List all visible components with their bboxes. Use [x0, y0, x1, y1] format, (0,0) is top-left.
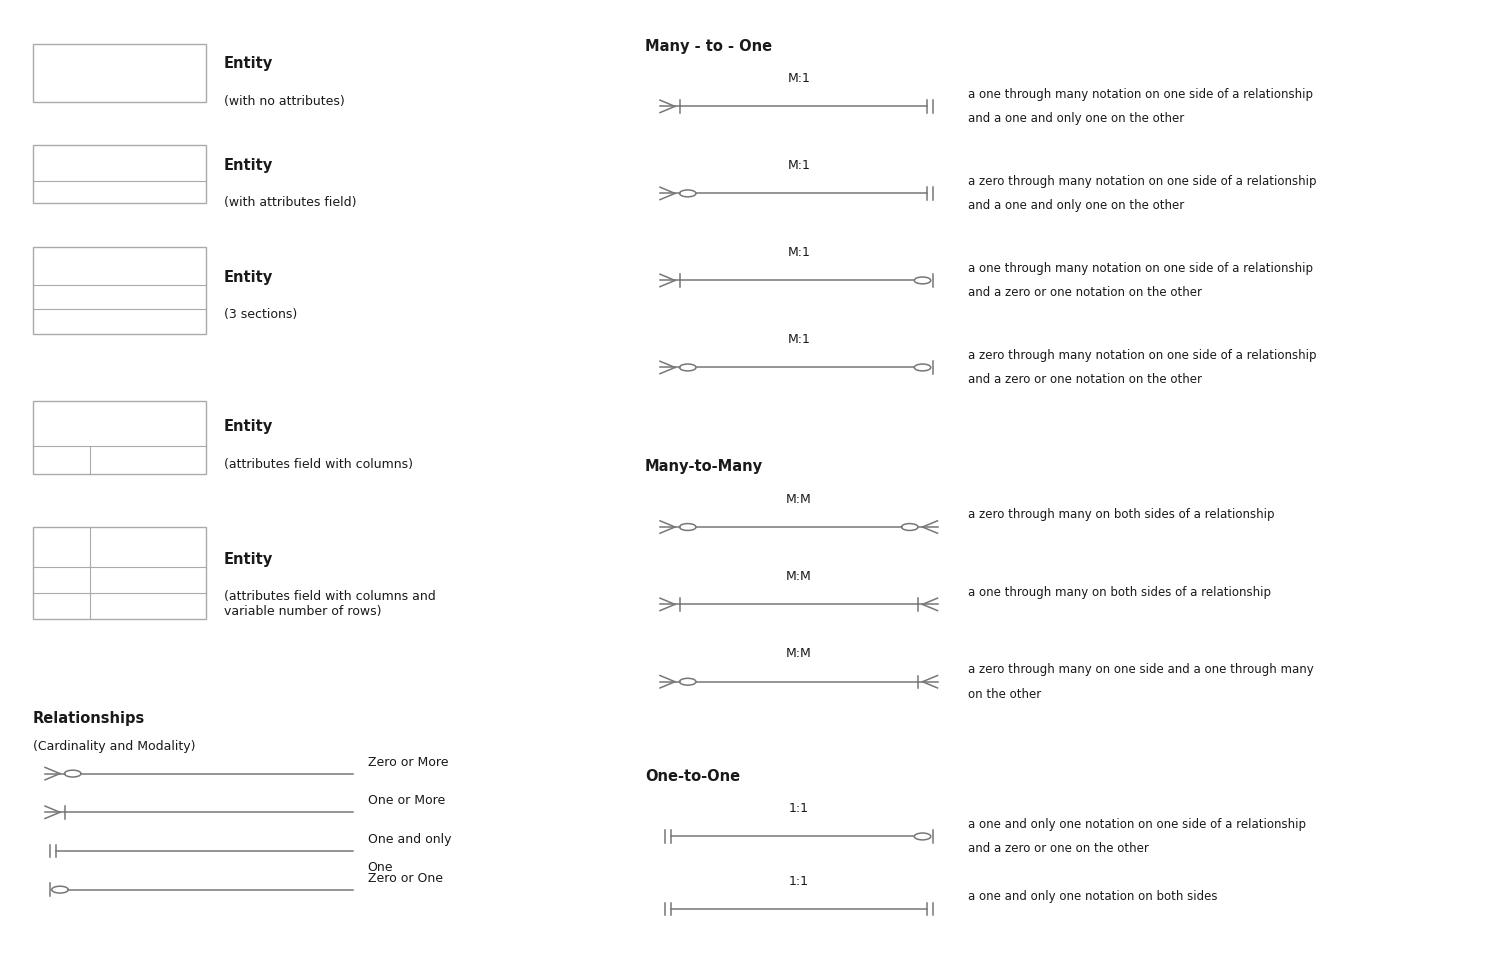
Text: Entity: Entity	[224, 419, 273, 434]
Text: and a zero or one on the other: and a zero or one on the other	[968, 842, 1149, 855]
Text: (attributes field with columns and
variable number of rows): (attributes field with columns and varia…	[224, 590, 435, 618]
Bar	[33, 247, 206, 334]
Text: M:M: M:M	[786, 648, 812, 660]
Text: a zero through many on both sides of a relationship: a zero through many on both sides of a r…	[968, 509, 1274, 521]
Text: Entity: Entity	[224, 551, 273, 567]
Text: Many-to-Many: Many-to-Many	[645, 459, 764, 475]
Text: and a one and only one on the other: and a one and only one on the other	[968, 112, 1184, 125]
Text: Many - to - One: Many - to - One	[645, 39, 772, 54]
Text: (3 sections): (3 sections)	[224, 308, 297, 321]
Text: a one through many notation on one side of a relationship: a one through many notation on one side …	[968, 262, 1312, 275]
Text: 1:1: 1:1	[789, 803, 808, 815]
Text: a zero through many on one side and a one through many: a zero through many on one side and a on…	[968, 663, 1314, 676]
Text: One: One	[368, 861, 393, 873]
Text: a one through many notation on one side of a relationship: a one through many notation on one side …	[968, 88, 1312, 101]
Text: on the other: on the other	[968, 688, 1041, 700]
Bar	[33, 44, 206, 102]
Text: a one and only one notation on both sides: a one and only one notation on both side…	[968, 891, 1216, 903]
Text: (attributes field with columns): (attributes field with columns)	[224, 457, 413, 471]
Text: M:1: M:1	[788, 334, 810, 346]
Text: Zero or One: Zero or One	[368, 872, 442, 885]
Bar	[33, 401, 206, 474]
Text: a one through many on both sides of a relationship: a one through many on both sides of a re…	[968, 586, 1270, 599]
Text: a one and only one notation on one side of a relationship: a one and only one notation on one side …	[968, 818, 1305, 831]
Text: Entity: Entity	[224, 158, 273, 173]
Text: and a zero or one notation on the other: and a zero or one notation on the other	[968, 286, 1202, 299]
Text: (with attributes field): (with attributes field)	[224, 196, 356, 209]
Text: M:1: M:1	[788, 160, 810, 172]
Text: Entity: Entity	[224, 270, 273, 284]
Text: (with no attributes): (with no attributes)	[224, 95, 344, 107]
Text: M:1: M:1	[788, 247, 810, 259]
Text: (Cardinality and Modality): (Cardinality and Modality)	[33, 740, 195, 752]
Text: Zero or More: Zero or More	[368, 756, 448, 769]
Text: One-to-One: One-to-One	[645, 769, 740, 784]
Text: Entity: Entity	[224, 56, 273, 72]
Bar	[33, 527, 206, 619]
Text: M:1: M:1	[788, 73, 810, 85]
Text: One and only: One and only	[368, 834, 452, 846]
Text: Relationships: Relationships	[33, 711, 146, 726]
Text: a zero through many notation on one side of a relationship: a zero through many notation on one side…	[968, 175, 1316, 188]
Text: One or More: One or More	[368, 795, 444, 807]
Text: a zero through many notation on one side of a relationship: a zero through many notation on one side…	[968, 349, 1316, 362]
Text: and a one and only one on the other: and a one and only one on the other	[968, 199, 1184, 212]
Text: M:M: M:M	[786, 571, 812, 583]
Text: 1:1: 1:1	[789, 875, 808, 888]
Text: M:M: M:M	[786, 493, 812, 506]
Bar	[33, 145, 206, 203]
Text: and a zero or one notation on the other: and a zero or one notation on the other	[968, 373, 1202, 386]
